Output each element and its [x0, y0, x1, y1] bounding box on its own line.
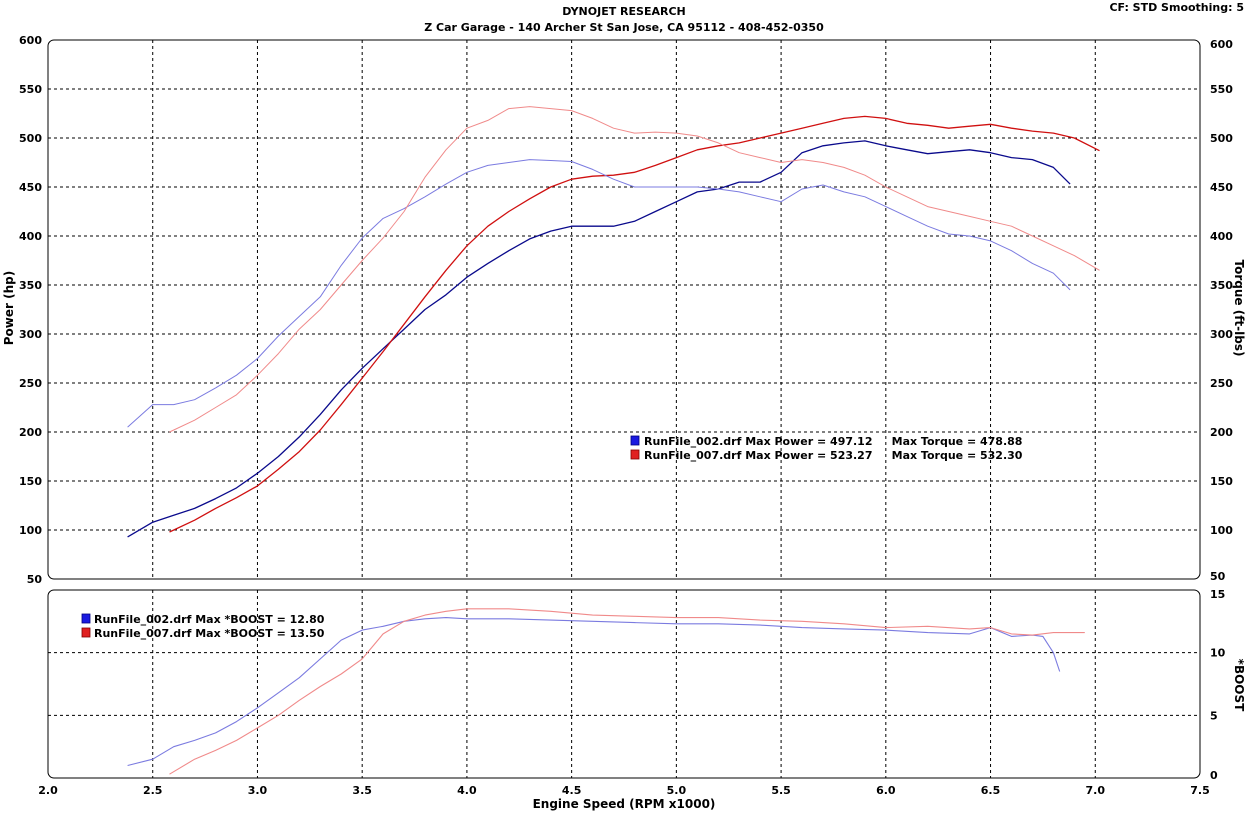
- legend-boost-swatch-run007: [81, 627, 91, 638]
- boost-ytick-right: 15: [1210, 588, 1225, 601]
- torque-line-run007: [169, 106, 1100, 433]
- x-tick-label: 7.5: [1190, 784, 1210, 797]
- power-ytick-right: 350: [1210, 279, 1233, 292]
- power-ytick-right: 250: [1210, 377, 1233, 390]
- x-tick-label: 4.5: [562, 784, 582, 797]
- legend-boost-run002: RunFile_002.drf Max *BOOST = 12.80: [94, 613, 325, 626]
- power-ytick-right: 150: [1210, 475, 1233, 488]
- power-ytick-left: 200: [19, 426, 42, 439]
- settings-label: CF: STD Smoothing: 5: [1109, 1, 1244, 14]
- x-tick-label: 3.0: [248, 784, 268, 797]
- x-tick-label: 6.5: [981, 784, 1001, 797]
- boost-ytick-right: 10: [1210, 647, 1226, 660]
- legend-swatch-run007: [630, 449, 640, 460]
- torque-axis-label: Torque (ft-lbs): [1232, 260, 1246, 357]
- power-ytick-left: 600: [19, 34, 42, 47]
- boost-ytick-right: 0: [1210, 769, 1218, 782]
- power-ytick-right: 50: [1210, 570, 1226, 583]
- power-ytick-left: 250: [19, 377, 42, 390]
- boost-ytick-right: 5: [1210, 709, 1218, 722]
- legend-boost-swatch-run002: [81, 613, 91, 624]
- boost-frame: [47, 589, 1201, 779]
- legend-swatch-run002: [630, 435, 640, 446]
- boost-line-run002: [127, 617, 1061, 767]
- power-ytick-left: 100: [19, 524, 42, 537]
- power-ytick-right: 450: [1210, 181, 1233, 194]
- power-ytick-right: 500: [1210, 132, 1233, 145]
- power-ytick-left: 550: [19, 83, 42, 96]
- power-ytick-left: 350: [19, 279, 42, 292]
- power-ytick-left: 500: [19, 132, 42, 145]
- x-tick-label: 2.0: [38, 784, 58, 797]
- x-tick-label: 3.5: [352, 784, 372, 797]
- power-ytick-right: 400: [1210, 230, 1233, 243]
- power-ytick-left: 50: [27, 573, 43, 586]
- chart-title: DYNOJET RESEARCH: [562, 5, 685, 18]
- chart-subtitle: Z Car Garage - 140 Archer St San Jose, C…: [424, 21, 824, 34]
- legend-boost-run007: RunFile_007.drf Max *BOOST = 13.50: [94, 627, 325, 640]
- power-ytick-left: 450: [19, 181, 42, 194]
- power-line-run002: [127, 140, 1071, 538]
- x-tick-label: 2.5: [143, 784, 163, 797]
- power-ytick-right: 300: [1210, 328, 1233, 341]
- power-ytick-left: 150: [19, 475, 42, 488]
- x-axis-label: Engine Speed (RPM x1000): [533, 797, 716, 811]
- power-torque-panel: 50 50 100 100 150 150 200 200 250 250 300 300 350 350…: [19, 34, 1233, 586]
- boost-panel: 0 5 10 15 2.0 2.5 3.0 3.5 4.0 4.5 5.0 5.5 6.0 6.5 7.0 7…: [38, 588, 1225, 797]
- power-ytick-right: 600: [1210, 38, 1233, 51]
- torque-line-run002: [127, 159, 1071, 428]
- power-ytick-right: 100: [1210, 524, 1233, 537]
- x-tick-label: 4.0: [457, 784, 477, 797]
- power-frame: [47, 39, 1201, 580]
- power-line-run007: [169, 115, 1100, 533]
- power-axis-label: Power (hp): [2, 271, 16, 345]
- legend-power-run007: RunFile_007.drf Max Power = 523.27 Max T…: [644, 449, 1023, 462]
- power-ytick-left: 300: [19, 328, 42, 341]
- x-tick-label: 5.0: [667, 784, 687, 797]
- x-tick-label: 6.0: [876, 784, 896, 797]
- power-ytick-right: 550: [1210, 83, 1233, 96]
- boost-axis-label: *BOOST: [1232, 659, 1246, 712]
- power-ytick-left: 400: [19, 230, 42, 243]
- boost-line-run007: [169, 608, 1085, 775]
- power-ytick-right: 200: [1210, 426, 1233, 439]
- legend-power-run002: RunFile_002.drf Max Power = 497.12 Max T…: [644, 435, 1022, 448]
- x-tick-label: 5.5: [771, 784, 791, 797]
- x-tick-label: 7.0: [1086, 784, 1106, 797]
